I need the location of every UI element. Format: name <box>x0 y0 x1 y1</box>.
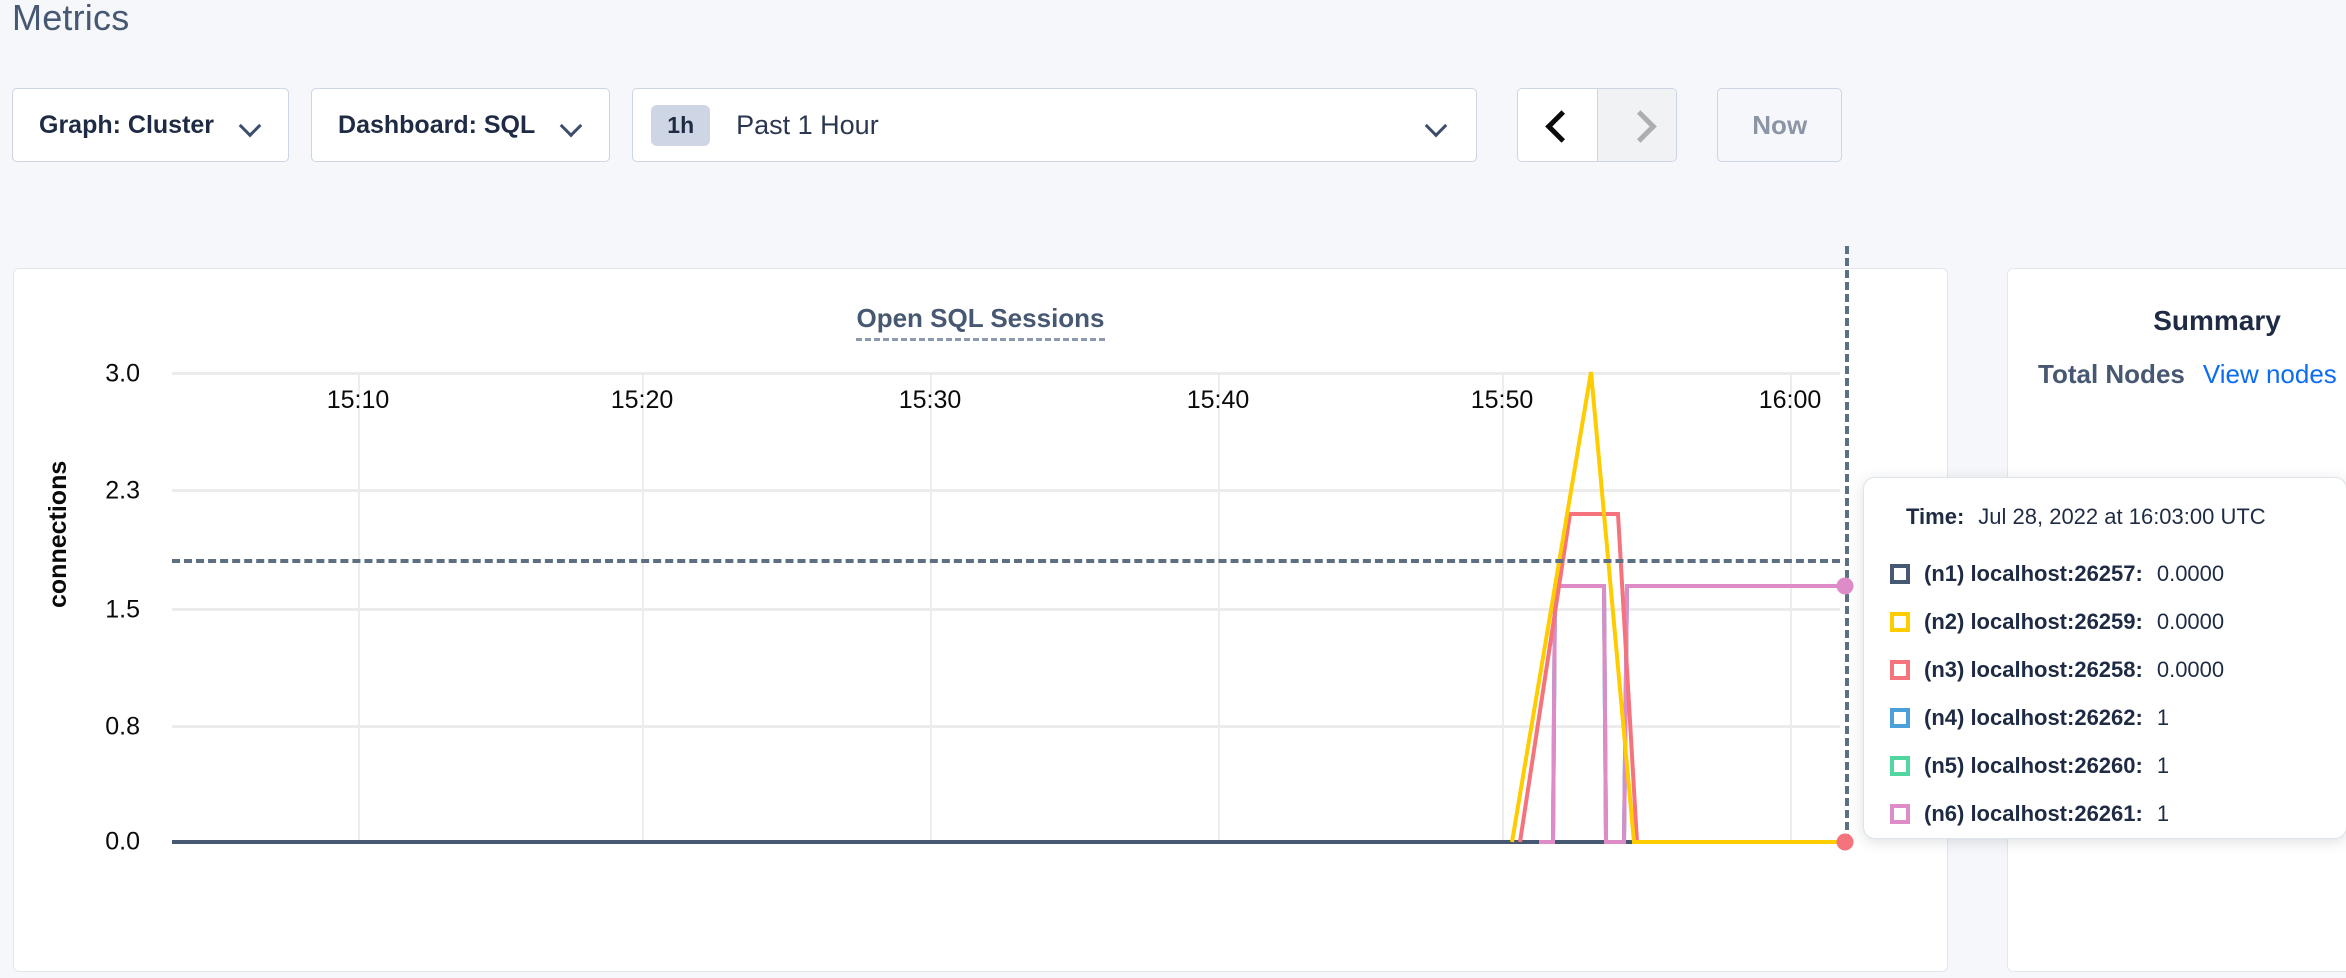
dashboard-select[interactable]: Dashboard: SQL <box>311 88 611 162</box>
plot-area: 3.0 2.3 1.5 0.8 0.0 15:10 15:20 15:30 15… <box>105 246 1854 856</box>
tooltip-row: (n6) localhost:26261: 1 <box>1864 790 2346 838</box>
y-tick-label: 1.5 <box>105 595 140 624</box>
y-tick-label: 3.0 <box>105 359 140 388</box>
gridline-v <box>930 374 932 842</box>
x-tick-label: 15:20 <box>610 386 674 414</box>
time-nav-group <box>1517 88 1678 162</box>
time-range-select[interactable]: 1h Past 1 Hour <box>632 88 1478 162</box>
tooltip-series-name: (n1) localhost:26257: <box>1924 561 2143 586</box>
gridline-v <box>642 374 644 842</box>
chevron-down-icon <box>240 118 262 132</box>
series-swatch-icon <box>1890 756 1910 776</box>
cursor-point-n6 <box>1836 577 1854 595</box>
tooltip-series-value: 0.0000 <box>2156 561 2225 586</box>
graph-select[interactable]: Graph: Cluster <box>12 88 290 162</box>
tooltip-series-name: (n4) localhost:26262: <box>1924 705 2143 730</box>
tooltip-row: (n4) localhost:26262: 1 <box>1864 694 2346 742</box>
tooltip-series-name: (n6) localhost:26261: <box>1924 801 2143 826</box>
reference-line <box>172 559 1840 563</box>
tooltip-series-value: 1 <box>2156 801 2170 826</box>
chevron-left-icon <box>1548 115 1568 135</box>
chart-title-text: Open SQL Sessions <box>856 303 1105 341</box>
chevron-down-icon <box>1426 118 1448 132</box>
dashboard-select-label: Dashboard: SQL <box>338 110 536 139</box>
series-line-n2 <box>1510 371 1844 844</box>
time-range-label: Past 1 Hour <box>736 109 879 140</box>
tooltip-time-label: Time: <box>1906 504 1965 529</box>
tooltip-series-value: 0.0000 <box>2156 657 2225 682</box>
x-tick-label: 16:00 <box>1758 386 1822 414</box>
tooltip-row: (n5) localhost:26260: 1 <box>1864 742 2346 790</box>
gridline-h <box>172 489 1840 492</box>
graph-select-label: Graph: Cluster <box>39 110 215 139</box>
toolbar: Graph: Cluster Dashboard: SQL 1h Past 1 … <box>12 88 1843 162</box>
next-time-button[interactable] <box>1597 89 1677 161</box>
series-swatch-icon <box>1890 660 1910 680</box>
x-tick-label: 15:10 <box>326 386 390 414</box>
gridline-v <box>358 374 360 842</box>
gridline-v <box>1502 374 1504 842</box>
chevron-right-icon <box>1627 115 1647 135</box>
tooltip-series-value: 0.0000 <box>2156 609 2225 634</box>
gridline-h <box>172 725 1840 728</box>
total-nodes-row: Total Nodes View nodes <box>2038 359 2337 390</box>
gridline-v <box>1790 374 1792 842</box>
series-line-n3 <box>1518 512 1844 844</box>
tooltip-time-value: Jul 28, 2022 at 16:03:00 UTC <box>1978 504 2266 529</box>
tooltip-series-name: (n3) localhost:26258: <box>1924 657 2143 682</box>
chevron-down-icon <box>561 118 583 132</box>
chart-title: Open SQL Sessions <box>14 303 1947 341</box>
x-tick-label: 15:40 <box>1186 386 1250 414</box>
tooltip-series-name: (n2) localhost:26259: <box>1924 609 2143 634</box>
now-button[interactable]: Now <box>1717 88 1843 162</box>
series-line-n6 <box>1539 584 1844 844</box>
cursor-point-n3 <box>1836 833 1854 851</box>
y-tick-label: 0.0 <box>105 827 140 856</box>
series-line-n4 <box>1539 584 1844 844</box>
view-nodes-link[interactable]: View nodes <box>2202 359 2337 389</box>
series-swatch-icon <box>1890 564 1910 584</box>
y-tick-label: 0.8 <box>105 712 140 741</box>
x-tick-label: 15:50 <box>1470 386 1534 414</box>
y-tick-label: 2.3 <box>105 476 140 505</box>
gridline-h <box>172 372 1840 375</box>
gridline-v <box>1218 374 1220 842</box>
total-nodes-label: Total Nodes <box>2038 359 2185 389</box>
crosshair-line <box>1845 246 1849 842</box>
series-lines <box>172 371 1844 844</box>
series-swatch-icon <box>1890 804 1910 824</box>
time-range-pill: 1h <box>651 104 711 146</box>
summary-title: Summary <box>2153 305 2281 336</box>
gridline-h <box>172 608 1840 611</box>
tooltip-row: (n1) localhost:26257: 0.0000 <box>1864 550 2346 598</box>
series-swatch-icon <box>1890 708 1910 728</box>
chart-tooltip: Time: Jul 28, 2022 at 16:03:00 UTC (n1) … <box>1863 477 2346 839</box>
tooltip-series-name: (n5) localhost:26260: <box>1924 753 2143 778</box>
prev-time-button[interactable] <box>1518 89 1598 161</box>
tooltip-row: (n2) localhost:26259: 0.0000 <box>1864 598 2346 646</box>
series-line-n5 <box>1539 584 1844 844</box>
tooltip-series-value: 1 <box>2156 753 2170 778</box>
tooltip-time-row: Time: Jul 28, 2022 at 16:03:00 UTC <box>1864 504 2346 530</box>
page-title: Metrics <box>12 0 130 38</box>
series-swatch-icon <box>1890 612 1910 632</box>
tooltip-row: (n3) localhost:26258: 0.0000 <box>1864 646 2346 694</box>
tooltip-series-value: 1 <box>2156 705 2170 730</box>
x-tick-label: 15:30 <box>898 386 962 414</box>
